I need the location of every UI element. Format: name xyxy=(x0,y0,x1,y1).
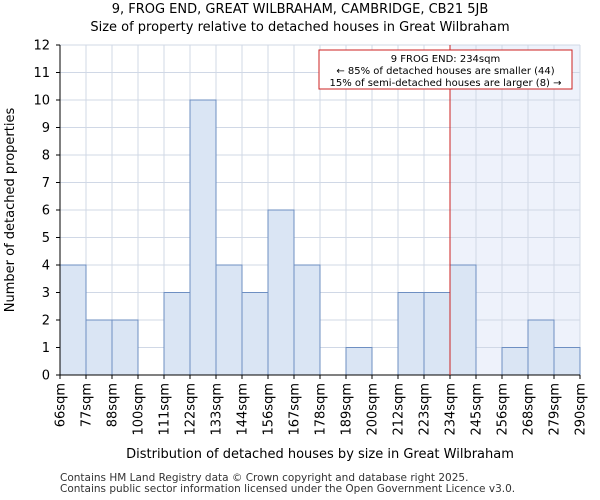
y-tick-label: 7 xyxy=(42,176,50,191)
x-tick-label: 279sqm xyxy=(548,383,563,436)
x-tick-label: 189sqm xyxy=(340,383,355,436)
chart-title: 9, FROG END, GREAT WILBRAHAM, CAMBRIDGE,… xyxy=(111,2,489,17)
y-tick-label: 12 xyxy=(33,39,50,54)
x-tick-label: 156sqm xyxy=(262,383,277,436)
y-tick-label: 0 xyxy=(42,369,50,384)
x-tick-label: 212sqm xyxy=(392,383,407,436)
chart-subtitle: Size of property relative to detached ho… xyxy=(90,20,510,35)
annotation-line-1: 9 FROG END: 234sqm xyxy=(391,54,500,65)
y-tick-label: 3 xyxy=(42,286,50,301)
x-tick-label: 144sqm xyxy=(236,383,251,436)
y-tick-label: 11 xyxy=(33,66,50,81)
y-tick-label: 8 xyxy=(42,149,50,164)
x-tick-label: 88sqm xyxy=(106,383,121,427)
bar-234sqm xyxy=(449,264,477,376)
x-tick-label: 77sqm xyxy=(80,383,95,427)
x-axis-label: Distribution of detached houses by size … xyxy=(126,447,514,462)
annotation-line-2: ← 85% of detached houses are smaller (44… xyxy=(336,66,554,77)
x-tick-label: 223sqm xyxy=(418,383,433,436)
bar-279sqm xyxy=(553,347,581,376)
y-tick-label: 5 xyxy=(42,231,50,246)
y-tick-label: 1 xyxy=(42,341,50,356)
bar-223sqm xyxy=(423,292,451,376)
footer-line-1: Contains HM Land Registry data © Crown c… xyxy=(60,472,469,484)
x-tick-label: 178sqm xyxy=(314,383,329,436)
y-tick-label: 2 xyxy=(42,314,50,329)
footer-line-2: Contains public sector information licen… xyxy=(60,483,516,495)
x-tick-label: 100sqm xyxy=(132,383,147,436)
x-tick-label: 167sqm xyxy=(288,383,303,436)
y-tick-label: 10 xyxy=(33,94,50,109)
bar-111sqm xyxy=(163,292,191,376)
annotation-box xyxy=(318,49,573,90)
x-tick-label: 290sqm xyxy=(574,383,589,436)
bar-189sqm xyxy=(345,347,373,376)
x-tick-label: 133sqm xyxy=(210,383,225,436)
y-tick-label: 6 xyxy=(42,204,50,219)
bar-133sqm xyxy=(215,264,243,376)
bar-66sqm xyxy=(59,264,87,376)
bar-156sqm xyxy=(267,209,295,376)
bar-256sqm xyxy=(501,347,529,376)
y-tick-label: 9 xyxy=(42,121,50,136)
annotation-line-3: 15% of semi-detached houses are larger (… xyxy=(329,78,561,89)
bar-77sqm xyxy=(85,319,113,376)
bar-167sqm xyxy=(293,264,321,376)
bar-122sqm xyxy=(189,99,217,376)
x-tick-label: 234sqm xyxy=(444,383,459,436)
x-tick-label: 111sqm xyxy=(158,383,173,436)
x-tick-label: 66sqm xyxy=(54,383,69,427)
x-tick-label: 245sqm xyxy=(470,383,485,436)
x-tick-label: 200sqm xyxy=(366,383,381,436)
bar-88sqm xyxy=(111,319,139,376)
bar-212sqm xyxy=(397,292,425,376)
x-tick-label: 122sqm xyxy=(184,383,199,436)
bar-144sqm xyxy=(241,292,269,376)
y-tick-label: 4 xyxy=(42,259,50,274)
x-tick-label: 268sqm xyxy=(522,383,537,436)
bar-268sqm xyxy=(527,319,555,376)
y-axis-label: Number of detached properties xyxy=(3,108,18,313)
x-tick-label: 256sqm xyxy=(496,383,511,436)
